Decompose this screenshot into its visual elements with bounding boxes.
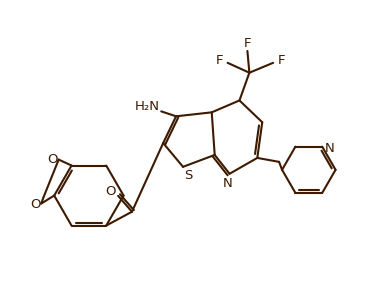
Text: O: O	[30, 198, 41, 211]
Text: O: O	[48, 153, 58, 166]
Text: F: F	[277, 54, 285, 67]
Text: F: F	[216, 54, 223, 67]
Text: S: S	[184, 169, 192, 182]
Text: O: O	[105, 185, 115, 198]
Text: N: N	[325, 142, 335, 155]
Text: N: N	[223, 177, 232, 190]
Text: H₂N: H₂N	[135, 100, 160, 113]
Text: F: F	[244, 37, 251, 50]
